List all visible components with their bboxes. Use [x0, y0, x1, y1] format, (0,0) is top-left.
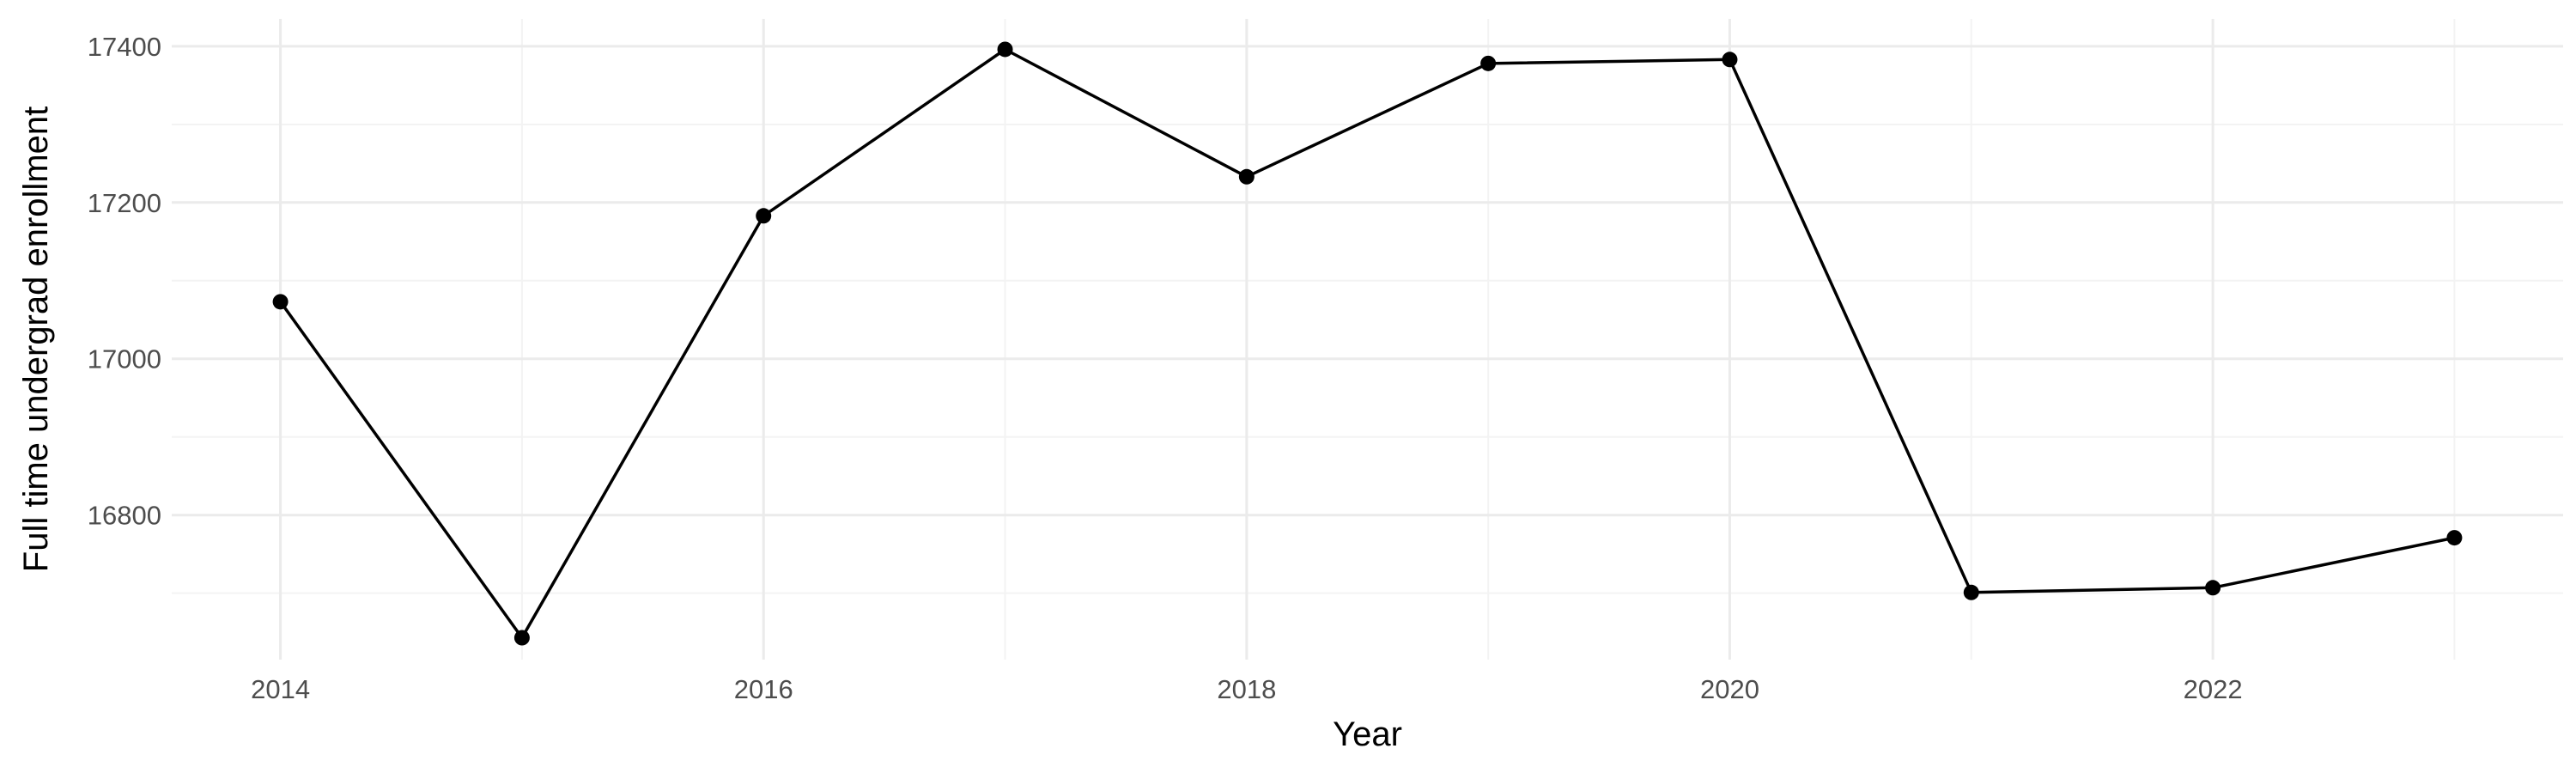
- data-point: [2205, 580, 2221, 596]
- series-enrollment: [272, 41, 2463, 646]
- data-point: [1722, 52, 1738, 68]
- data-point: [513, 630, 530, 646]
- y-axis-ticks: 16800 17000 17200 17400: [88, 32, 161, 531]
- x-tick-label: 2018: [1217, 674, 1276, 704]
- x-tick-label: 2014: [251, 674, 310, 704]
- data-point: [756, 208, 772, 224]
- data-point: [1963, 584, 1979, 600]
- x-axis-ticks: 2014 2016 2018 2020 2022: [251, 674, 2242, 704]
- data-point: [2446, 530, 2463, 546]
- y-tick-label: 17400: [88, 32, 161, 62]
- data-point: [272, 294, 289, 310]
- x-axis-title: Year: [1333, 715, 1402, 753]
- minor-gridlines: [172, 19, 2563, 660]
- y-tick-label: 16800: [88, 501, 161, 531]
- data-point: [1238, 168, 1255, 185]
- y-tick-label: 17200: [88, 188, 161, 218]
- series-line: [279, 47, 2455, 640]
- x-tick-label: 2022: [2184, 674, 2243, 704]
- major-gridlines: [172, 19, 2563, 660]
- x-tick-label: 2020: [1700, 674, 1759, 704]
- data-point: [997, 41, 1013, 58]
- x-tick-label: 2016: [734, 674, 793, 704]
- y-axis-title: Full time undergrad enrollment: [17, 107, 55, 572]
- y-tick-label: 17000: [88, 344, 161, 374]
- data-point: [1480, 55, 1497, 71]
